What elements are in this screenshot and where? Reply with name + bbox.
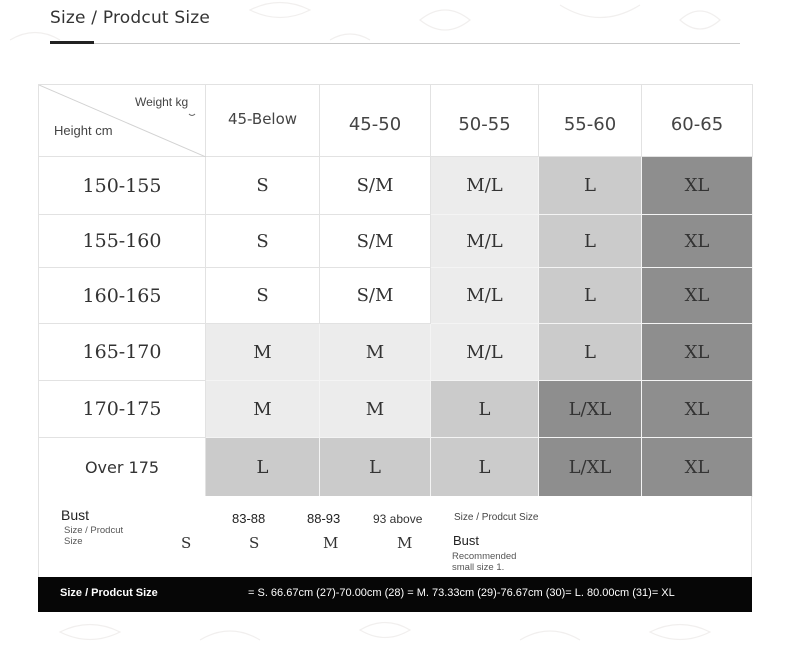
size-cell: M/L xyxy=(431,268,539,324)
height-row-header: 170-175 xyxy=(39,381,206,438)
bust-subtitle: Size / Prodcut Size xyxy=(64,525,124,547)
bust-size-3: M xyxy=(397,534,413,552)
bust-range-1: 88-93 xyxy=(307,511,341,526)
size-cell: XL xyxy=(642,215,753,268)
size-cell: L/XL xyxy=(539,381,642,438)
height-row-header: 165-170 xyxy=(39,324,206,381)
size-cell: L xyxy=(431,438,539,497)
weight-column-header: 45-50 xyxy=(320,85,431,157)
size-cell: M xyxy=(206,324,320,381)
height-row-header: Over 175 xyxy=(39,438,206,497)
height-row-header: 160-165 xyxy=(39,268,206,324)
height-row-header: 150-155 xyxy=(39,157,206,215)
size-cell: M xyxy=(320,381,431,438)
size-cell: L xyxy=(539,268,642,324)
bust-range-0: 83-88 xyxy=(232,511,266,526)
size-cell: M/L xyxy=(431,324,539,381)
bust-range-2: 93 above xyxy=(373,512,423,526)
size-cell: S/M xyxy=(320,268,431,324)
weight-axis-label: Weight kg xyxy=(135,95,189,109)
footer-label: Size / Prodcut Size xyxy=(60,587,158,599)
size-cell: L xyxy=(431,381,539,438)
size-cell: XL xyxy=(642,381,753,438)
bust-section: Bust Size / Prodcut Size S S M M 83-88 8… xyxy=(38,496,752,577)
size-cell: XL xyxy=(642,268,753,324)
size-cell: S/M xyxy=(320,157,431,215)
corner-diagonal-line xyxy=(39,85,206,157)
header-divider xyxy=(50,43,740,44)
size-cell: L xyxy=(206,438,320,497)
size-cell: L xyxy=(539,157,642,215)
bust-note-title: Size / Prodcut Size xyxy=(454,512,539,523)
bust-size-2: M xyxy=(323,534,339,552)
bust-note-recommended: Recommended small size 1. xyxy=(452,551,517,573)
height-row-header: 155-160 xyxy=(39,215,206,268)
weight-column-header: 45-Below xyxy=(206,85,320,157)
size-cell: S xyxy=(206,215,320,268)
height-axis-label: Height cm xyxy=(54,123,113,138)
size-cell: XL xyxy=(642,157,753,215)
footer-bar: Size / Prodcut Size = S. 66.67cm (27)-70… xyxy=(38,577,752,612)
size-cell: L xyxy=(320,438,431,497)
table-corner-header: Weight kg Height cm xyxy=(39,85,206,157)
size-cell: L xyxy=(539,215,642,268)
size-cell: S xyxy=(206,268,320,324)
bust-size-1: S xyxy=(249,534,260,552)
bust-note-bust: Bust xyxy=(453,533,480,548)
size-cell: M xyxy=(320,324,431,381)
footer-measurements: = S. 66.67cm (27)-70.00cm (28) = M. 73.3… xyxy=(248,587,675,599)
size-cell: XL xyxy=(642,324,753,381)
bust-title: Bust xyxy=(61,507,90,523)
size-cell: L xyxy=(539,324,642,381)
size-cell: S xyxy=(206,157,320,215)
weight-column-header: 60-65 xyxy=(642,85,753,157)
header-accent-bar xyxy=(50,41,94,44)
size-cell: M xyxy=(206,381,320,438)
size-cell: M/L xyxy=(431,215,539,268)
size-cell: S/M xyxy=(320,215,431,268)
weight-column-header: 50-55 xyxy=(431,85,539,157)
size-cell: M/L xyxy=(431,157,539,215)
size-cell: XL xyxy=(642,438,753,497)
bust-size-0: S xyxy=(181,534,192,552)
page-title: Size / Prodcut Size xyxy=(50,8,211,28)
size-chart-table: Weight kg Height cm 45-Below 45-50 50-55 55… xyxy=(38,84,753,497)
size-cell: L/XL xyxy=(539,438,642,497)
weight-column-header: 55-60 xyxy=(539,85,642,157)
